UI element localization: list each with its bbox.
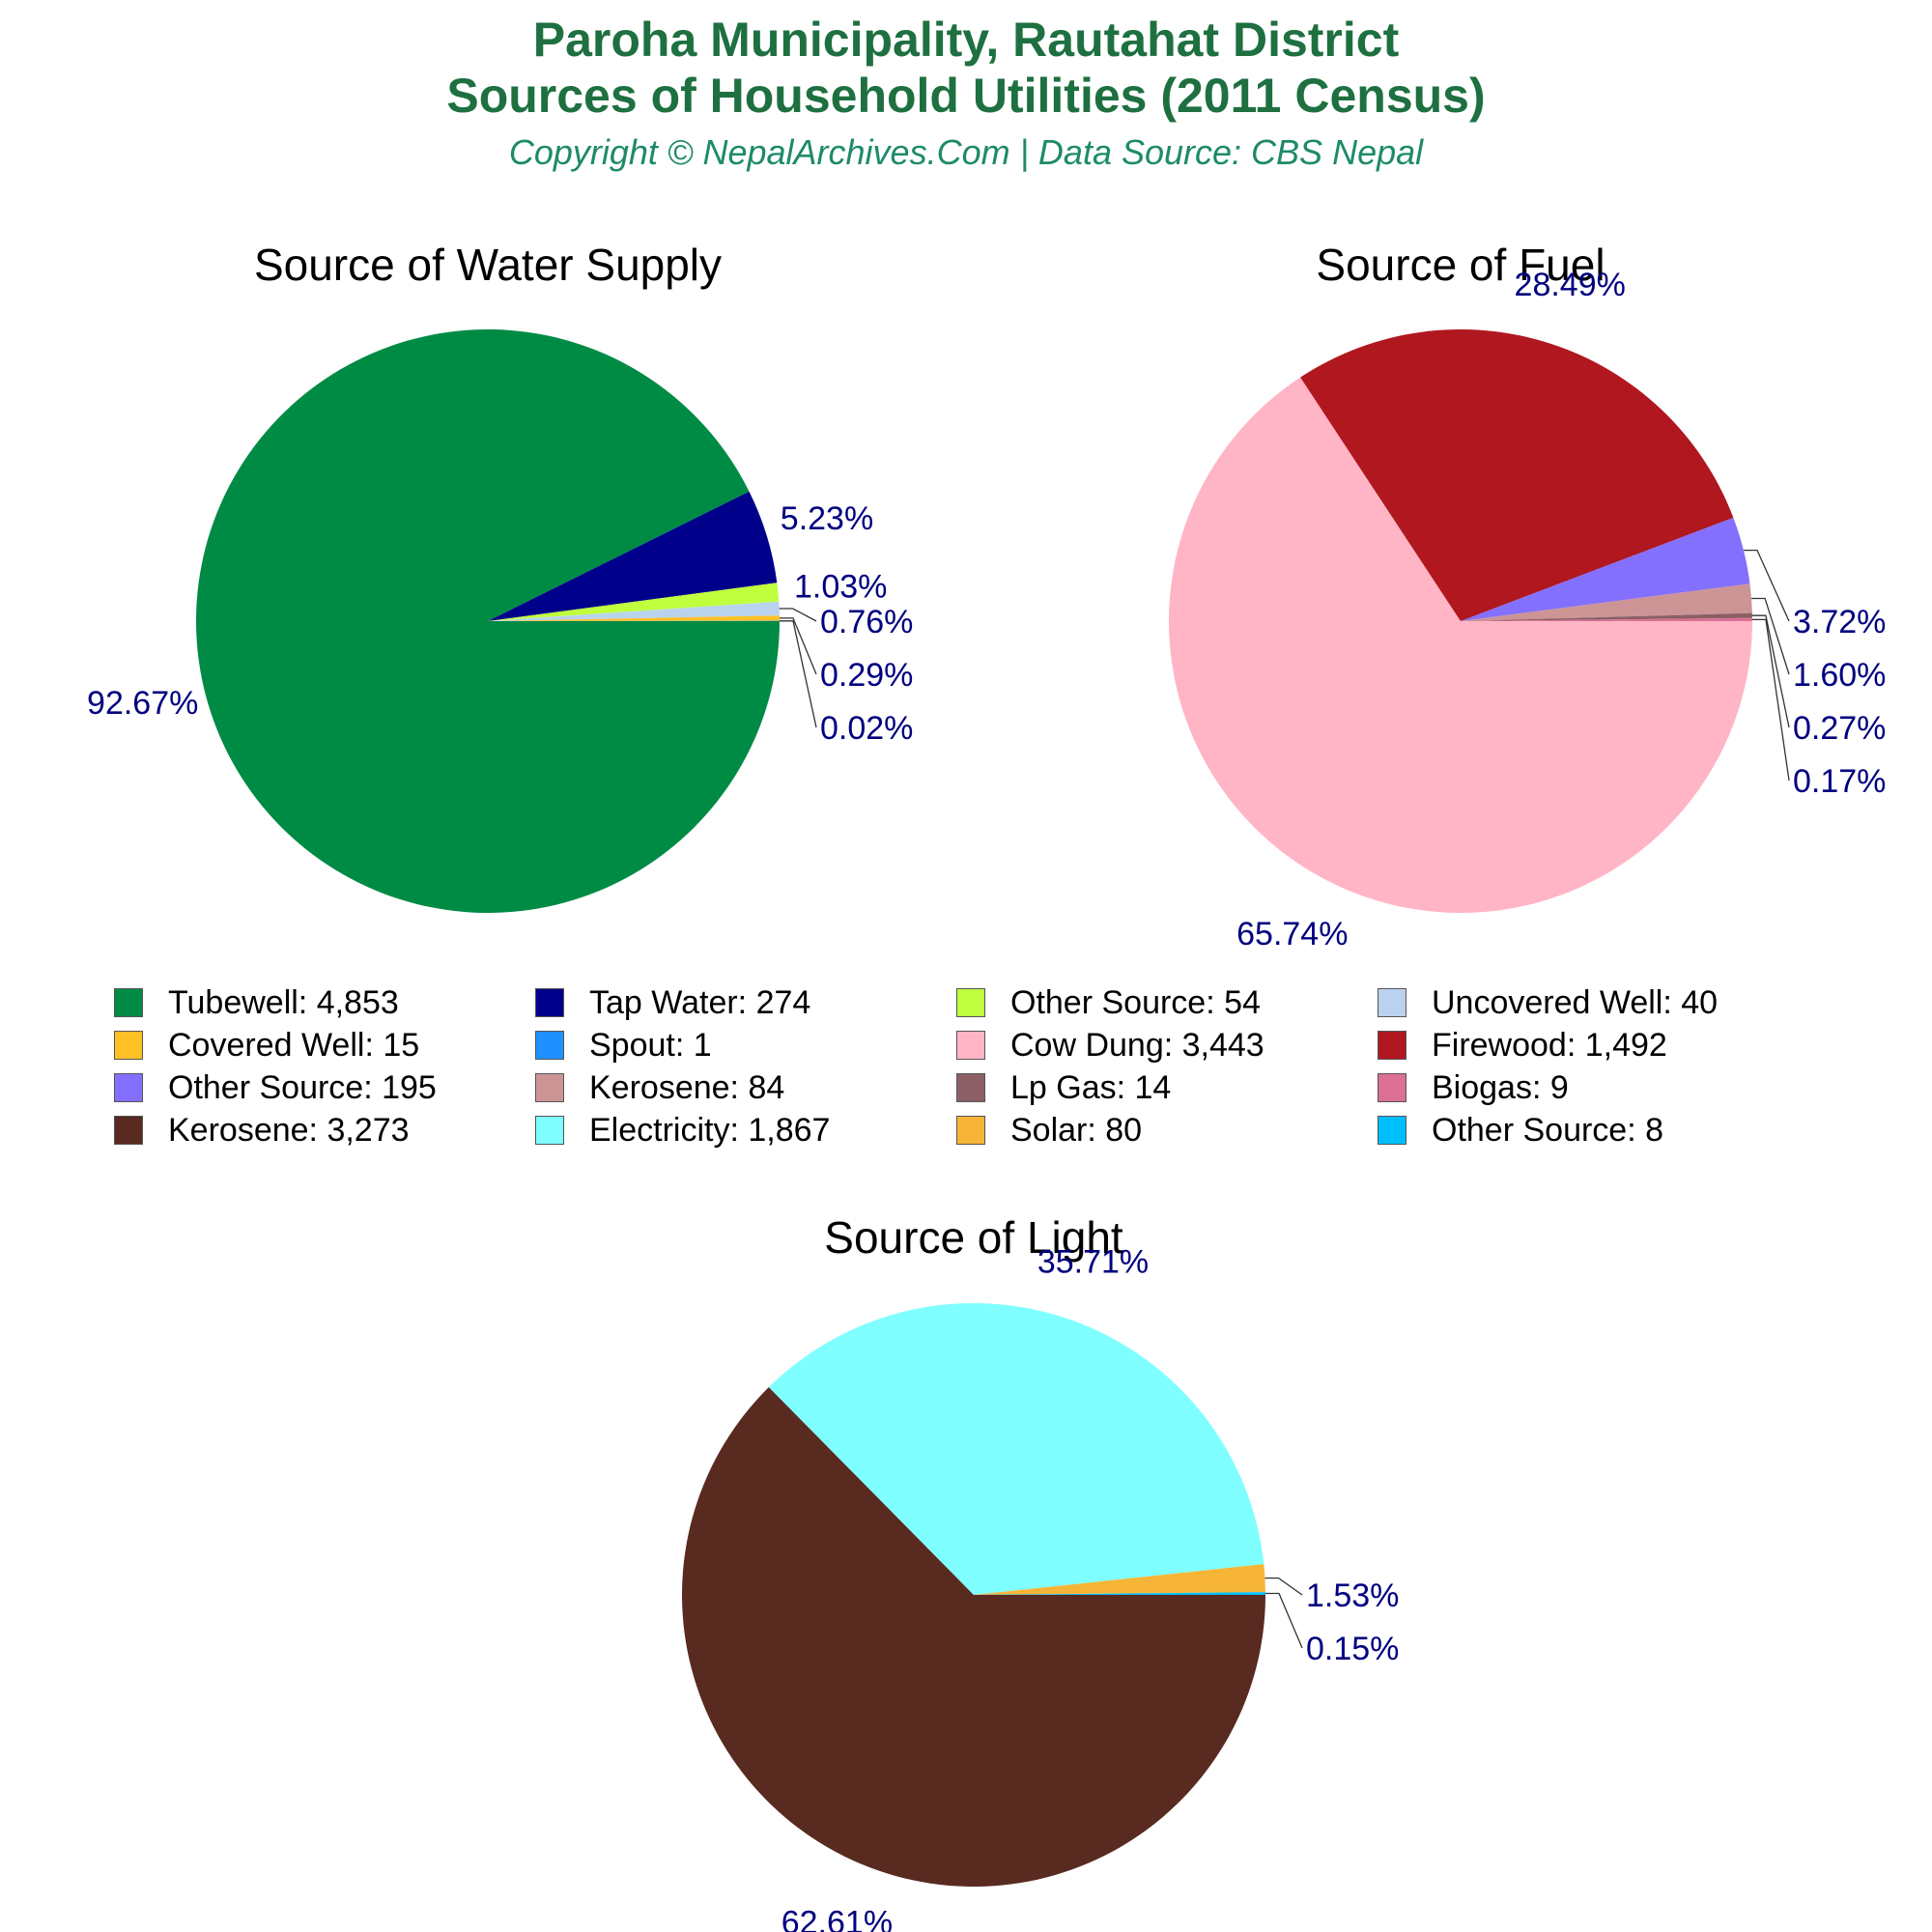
pct-label: 0.17% (1793, 763, 1886, 800)
main-title-line-2: Sources of Household Utilities (2011 Cen… (446, 69, 1486, 123)
legend-item: Tap Water: 274 (535, 983, 810, 1022)
legend-swatch (535, 1031, 564, 1060)
pct-label: 65.74% (1236, 916, 1348, 952)
chart-title: Source of Light (824, 1212, 1123, 1263)
legend-label: Kerosene: 84 (589, 1068, 785, 1106)
legend-swatch (114, 1073, 143, 1102)
legend-label: Tubewell: 4,853 (168, 983, 399, 1021)
pct-label: 5.23% (781, 500, 873, 537)
leader-line (1264, 1577, 1303, 1596)
main-title-line-1: Paroha Municipality, Rautahat District (532, 13, 1400, 67)
legend-item: Kerosene: 84 (535, 1068, 784, 1107)
pct-label: 0.27% (1793, 710, 1886, 747)
legend-item: Solar: 80 (956, 1111, 1142, 1150)
slice-cow-dung (1169, 377, 1752, 914)
slice-kerosene (682, 1387, 1265, 1888)
chart-title: Source of Fuel (1316, 240, 1605, 290)
legend-label: Covered Well: 15 (168, 1026, 420, 1064)
pie-source-of-water-supply: Source of Water Supply92.67%5.23%1.03%0.… (87, 240, 913, 914)
legend-swatch (535, 1116, 564, 1145)
slice-other-source (974, 1592, 1266, 1595)
legend-item: Firewood: 1,492 (1378, 1026, 1667, 1065)
legend-item: Cow Dung: 3,443 (956, 1026, 1264, 1065)
leader-line (780, 620, 817, 728)
pct-label: 28.49% (1515, 267, 1626, 303)
slice-uncovered-well (488, 601, 780, 621)
slice-tubewell (196, 329, 780, 914)
slice-firewood (1300, 329, 1734, 621)
legend-swatch (956, 1073, 985, 1102)
header: Paroha Municipality, Rautahat District S… (0, 12, 1932, 176)
legend-swatch (535, 1073, 564, 1102)
leader-line (1744, 549, 1790, 622)
pct-label: 0.76% (820, 604, 913, 640)
leader-line (1751, 614, 1790, 728)
chart-title: Source of Water Supply (254, 240, 722, 290)
slice-covered-well (488, 615, 780, 621)
legend-item: Spout: 1 (535, 1026, 712, 1065)
legend-swatch (114, 1031, 143, 1060)
legend-item: Other Source: 8 (1378, 1111, 1663, 1150)
pct-label: 1.53% (1306, 1577, 1399, 1614)
leader-line (1751, 597, 1790, 675)
legend-item: Biogas: 9 (1378, 1068, 1569, 1107)
legend-item: Other Source: 195 (114, 1068, 437, 1107)
legend-swatch (1378, 988, 1406, 1017)
pie-source-of-fuel: Source of Fuel 65.74% 28.49% 0.17% 0.27% 1.60… (1169, 240, 1886, 952)
legend-item: Other Source: 54 (956, 983, 1261, 1022)
pct-label: 35.71% (1037, 1243, 1149, 1280)
legend-item: Covered Well: 15 (114, 1026, 419, 1065)
subtitle: Copyright © NepalArchives.Com | Data Sou… (508, 132, 1424, 172)
slice-other-source (488, 582, 780, 621)
legend-label: Cow Dung: 3,443 (1010, 1026, 1264, 1064)
pct-label: 0.02% (820, 710, 913, 747)
leader-line (1265, 1592, 1303, 1649)
pct-label: 1.60% (1793, 657, 1886, 694)
legend-label: Biogas: 9 (1432, 1068, 1569, 1106)
leader-line (780, 617, 817, 675)
legend-label: Firewood: 1,492 (1432, 1026, 1667, 1064)
legend-label: Tap Water: 274 (589, 983, 811, 1021)
legend-item: Lp Gas: 14 (956, 1068, 1171, 1107)
slice-lp-gas (1461, 612, 1752, 621)
legend-swatch (114, 988, 143, 1017)
legend-swatch (535, 988, 564, 1017)
legend-swatch (1378, 1073, 1406, 1102)
slice-kerosene (1461, 583, 1752, 621)
legend-swatch (956, 1031, 985, 1060)
legend-label: Spout: 1 (589, 1026, 712, 1064)
slice-solar (974, 1564, 1265, 1595)
legend-label: Solar: 80 (1010, 1111, 1143, 1149)
pct-label: 62.61% (781, 1905, 893, 1932)
legend-label: Other Source: 54 (1010, 983, 1261, 1021)
pct-label: 1.03% (794, 569, 887, 606)
leader-line (779, 608, 817, 622)
pct-label: 0.15% (1306, 1631, 1399, 1667)
legend-label: Lp Gas: 14 (1010, 1068, 1172, 1106)
legend-swatch (114, 1116, 143, 1145)
slice-biogas (1461, 617, 1752, 621)
legend-label: Other Source: 195 (168, 1068, 437, 1106)
legend-item: Uncovered Well: 40 (1378, 983, 1718, 1022)
leader-line (1752, 618, 1790, 781)
pct-label: 92.67% (87, 685, 198, 722)
pie-source-of-light: Source of Light 62.61% 35.71% 0.15% 1.53% (682, 1212, 1399, 1932)
legend-label: Other Source: 8 (1432, 1111, 1664, 1149)
legend-swatch (1378, 1116, 1406, 1145)
legend-swatch (1378, 1031, 1406, 1060)
legend-item: Tubewell: 4,853 (114, 983, 399, 1022)
slice-other-source (1461, 517, 1750, 621)
legend-item: Electricity: 1,867 (535, 1111, 830, 1150)
legend-swatch (956, 1116, 985, 1145)
legend-item: Kerosene: 3,273 (114, 1111, 410, 1150)
pct-label: 0.29% (820, 657, 913, 694)
pct-label: 3.72% (1793, 604, 1886, 640)
slice-electricity (768, 1303, 1264, 1595)
legend-label: Kerosene: 3,273 (168, 1111, 410, 1149)
legend-label: Uncovered Well: 40 (1432, 983, 1719, 1021)
legend-label: Electricity: 1,867 (589, 1111, 831, 1149)
legend-swatch (956, 988, 985, 1017)
slice-tap-water (488, 491, 778, 621)
